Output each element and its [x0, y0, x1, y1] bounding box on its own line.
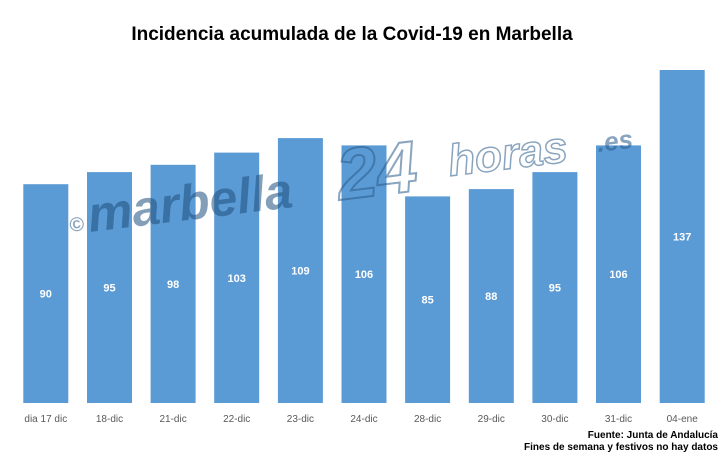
bar-value-label: 98	[167, 279, 179, 291]
bar-value-label: 103	[228, 273, 246, 285]
bar-value-label: 106	[355, 269, 373, 281]
watermark-tld: .es	[595, 124, 635, 158]
bar-7	[468, 189, 514, 403]
x-tick-label: 24-dic	[350, 414, 377, 425]
x-tick-label: 29-dic	[478, 414, 505, 425]
bar-value-label: 109	[291, 266, 309, 278]
bar-1	[87, 172, 132, 403]
bar-9	[596, 145, 641, 403]
bar-2	[150, 164, 196, 403]
bar-value-label: 137	[673, 232, 691, 244]
bar-5	[341, 145, 387, 403]
source-text: Fuente: Junta de Andalucía	[587, 430, 718, 441]
watermark-number: 24	[330, 127, 421, 216]
bar-value-label: 95	[549, 283, 561, 295]
data-note: Fines de semana y festivos no hay datos	[524, 442, 718, 453]
x-tick-label: 04-ene	[667, 414, 699, 425]
bar-value-label: 85	[421, 295, 433, 307]
bar-value-label: 95	[103, 283, 115, 295]
bar-value-label: 106	[609, 269, 627, 281]
x-tick-label: 18-dic	[96, 414, 123, 425]
bar-6	[405, 196, 451, 403]
bar-value-label: 90	[40, 289, 52, 301]
bars-group: 90 95 98 103 109 106 85 88 95 106 137	[23, 70, 705, 403]
watermark-logo: © marbella 24 horas .es	[68, 122, 635, 243]
watermark-copyright: ©	[68, 213, 86, 237]
x-axis-ticks: dia 17 dic 18-dic 21-dic 22-dic 23-dic 24-dic…	[24, 414, 698, 425]
x-tick-label: 30-dic	[541, 414, 568, 425]
bar-value-label: 88	[485, 291, 497, 303]
x-tick-label: 22-dic	[223, 414, 250, 425]
source-note: Fuente: Junta de Andalucía Fines de sema…	[524, 430, 718, 454]
x-tick-label: 28-dic	[414, 414, 441, 425]
x-tick-label: 21-dic	[159, 414, 186, 425]
bar-4	[277, 138, 323, 403]
bar-10	[659, 70, 705, 403]
x-tick-label: 23-dic	[287, 414, 314, 425]
x-tick-label: 31-dic	[605, 414, 632, 425]
bar-8	[532, 172, 578, 403]
x-tick-label: dia 17 dic	[24, 414, 67, 425]
bar-0	[23, 184, 69, 403]
bar-3	[214, 152, 260, 403]
chart-title: Incidencia acumulada de la Covid-19 en M…	[131, 24, 573, 45]
